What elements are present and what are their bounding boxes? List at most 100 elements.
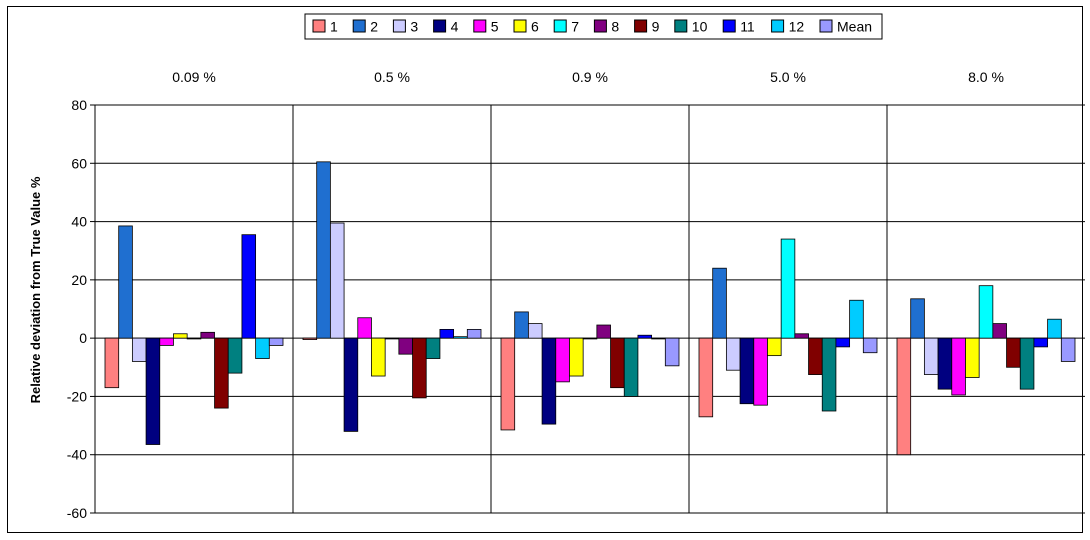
bar-series-10: [821, 337, 837, 412]
bar-series-4: [739, 337, 755, 405]
legend-label: 7: [571, 19, 579, 35]
legend-swatch: [634, 19, 648, 33]
bar-series-8: [794, 333, 809, 339]
bar-series-11: [1033, 337, 1049, 348]
bar-series-2: [910, 298, 925, 339]
legend-label: 8: [611, 19, 619, 35]
bar-series-10: [227, 337, 243, 374]
y-tick-label: -40: [67, 447, 87, 463]
legend-swatch: [352, 19, 366, 33]
legend-swatch: [553, 19, 567, 33]
bar-series-4: [541, 337, 557, 425]
bar-series-11: [835, 337, 851, 348]
category-label: 5.0 %: [770, 69, 806, 85]
legend: 1 2 3 4 5 6 7 8 9 10 11 12 Mean: [304, 13, 883, 40]
bar-series-6: [173, 333, 188, 339]
bar-series-9: [610, 337, 625, 389]
bar-series-12: [255, 337, 270, 359]
legend-label: 1: [330, 19, 338, 35]
bar-series-7: [582, 337, 598, 340]
legend-swatch: [312, 19, 326, 33]
legend-swatch: [674, 19, 688, 33]
bar-series-1: [302, 337, 318, 340]
legend-label: 9: [652, 19, 660, 35]
bar-series-1: [698, 337, 714, 418]
bar-series-6: [569, 337, 584, 377]
bar-series-3: [131, 337, 147, 362]
bar-series-5: [159, 337, 174, 346]
bar-series-2: [316, 161, 331, 339]
y-tick-label: 20: [71, 272, 87, 288]
bar-series-12: [1047, 318, 1062, 339]
plot-area: -60 -40 -20 0 20 40 60 80 0.09 % 0.5 % 0.9 % 5.0 % 8…: [67, 69, 1085, 521]
legend-label: 3: [410, 19, 418, 35]
bar-series-11: [439, 328, 455, 339]
legend-label: 5: [491, 19, 499, 35]
bar-series-7: [780, 238, 796, 339]
category-label: 0.5 %: [374, 69, 410, 85]
bar-series-4: [937, 337, 953, 390]
legend-label: Mean: [837, 19, 872, 35]
legend-label: 11: [740, 19, 755, 35]
bar-series-7: [384, 337, 400, 340]
bar-series-mean: [466, 328, 482, 339]
bar-series-1: [500, 337, 516, 431]
bar-series-6: [767, 337, 782, 357]
bar-series-10: [623, 337, 639, 397]
bar-series-12: [453, 336, 468, 339]
bar-series-5: [951, 337, 966, 396]
legend-label: 2: [370, 19, 378, 35]
bar-series-mean: [268, 337, 284, 346]
legend-label: 4: [451, 19, 459, 35]
category-label: 0.9 %: [572, 69, 608, 85]
bar-series-6: [371, 337, 386, 377]
bar-series-3: [923, 337, 939, 375]
bar-series-4: [343, 337, 359, 432]
bar-series-5: [357, 317, 372, 339]
bar-series-8: [596, 324, 611, 339]
bar-series-10: [1019, 337, 1035, 390]
y-tick-label: 60: [71, 155, 87, 171]
bar-series-7: [978, 285, 994, 339]
bar-series-2: [514, 311, 529, 339]
legend-swatch: [593, 19, 607, 33]
legend-swatch: [819, 19, 833, 33]
y-tick-label: -60: [67, 505, 87, 521]
category-label: 0.09 %: [172, 69, 216, 85]
y-tick-label: 0: [79, 330, 87, 346]
legend-label: 6: [531, 19, 539, 35]
legend-label: 12: [789, 19, 805, 35]
bar-series-7: [186, 337, 202, 340]
bar-series-12: [651, 337, 666, 340]
bar-series-4: [145, 337, 161, 445]
bar-series-8: [200, 331, 215, 339]
bar-series-3: [329, 222, 345, 339]
legend-label: 10: [692, 19, 708, 35]
y-tick-label: -20: [67, 388, 87, 404]
legend-swatch: [722, 19, 736, 33]
bar-series-10: [425, 337, 441, 359]
bar-series-mean: [862, 337, 878, 354]
legend-swatch: [392, 19, 406, 33]
y-tick-label: 80: [71, 97, 87, 113]
bar-series-3: [725, 337, 741, 371]
legend-swatch: [771, 19, 785, 33]
bar-series-5: [555, 337, 570, 383]
bar-series-6: [965, 337, 980, 378]
bar-series-9: [214, 337, 229, 409]
bar-series-3: [527, 323, 543, 339]
y-axis-label: Relative deviation from True Value %: [28, 176, 43, 403]
bar-series-1: [896, 337, 912, 456]
bar-series-mean: [664, 337, 680, 367]
bar-series-5: [753, 337, 768, 406]
bar-series-9: [808, 337, 823, 375]
bar-series-11: [241, 234, 257, 339]
legend-swatch: [433, 19, 447, 33]
bar-series-mean: [1060, 337, 1076, 362]
bar-series-9: [1006, 337, 1021, 368]
bar-series-2: [118, 225, 133, 339]
bar-series-1: [104, 337, 120, 389]
bar-series-8: [398, 337, 413, 355]
